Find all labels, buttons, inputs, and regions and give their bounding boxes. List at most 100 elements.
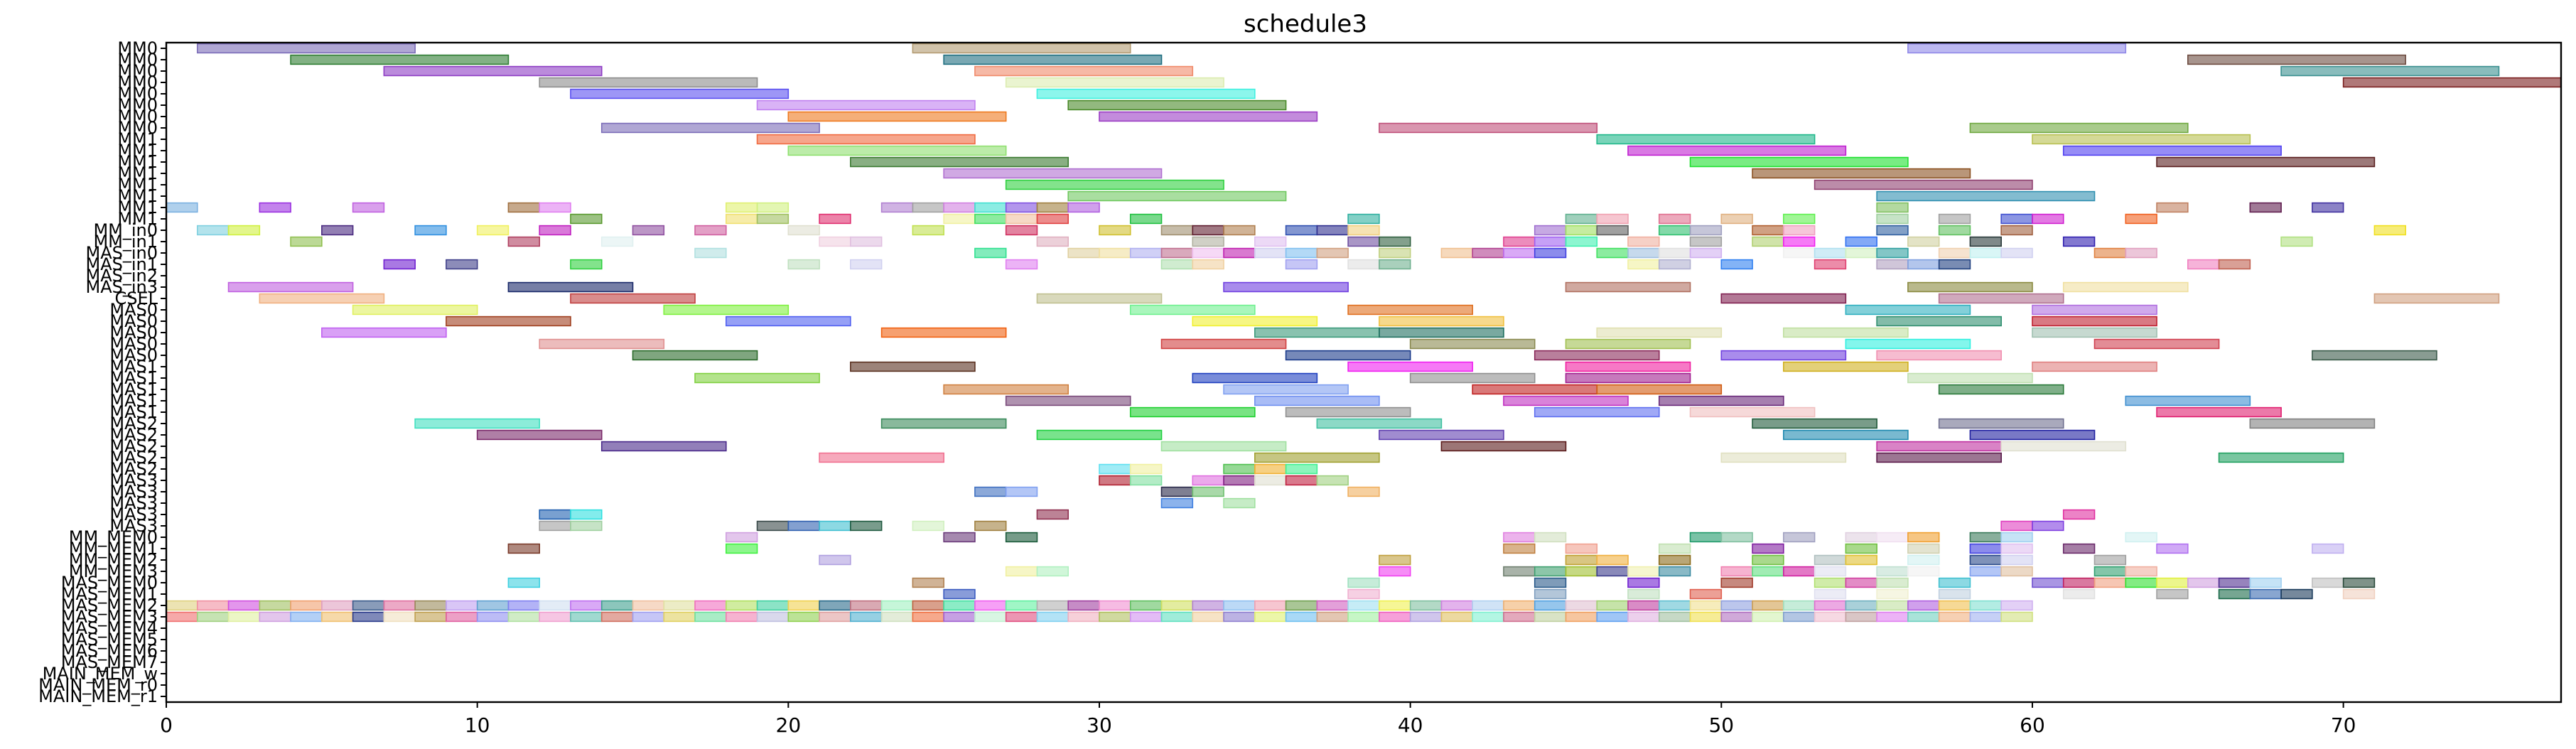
gantt-bar [2000,532,2033,543]
gantt-bar [2000,225,2033,236]
y-tick-label: MAS1 [109,357,158,377]
gantt-bar [725,611,758,623]
gantt-bar [414,611,447,623]
gantt-bar [1596,611,1629,623]
gantt-bar [1783,429,1909,441]
gantt-bar [1347,361,1473,372]
gantt-bar [1596,225,1629,236]
gantt-bar [1565,611,1598,623]
gantt-bar [943,611,976,623]
gantt-bar [1720,350,1847,361]
gantt-bar [600,236,634,247]
gantt-bar [756,520,789,532]
gantt-bar [1503,236,1536,247]
gantt-bar [1565,225,1598,236]
gantt-bar [850,600,883,611]
y-tick-label: MM0 [117,107,158,126]
gantt-bar [1658,247,1691,259]
gantt-bar [1565,338,1691,350]
gantt-bar [321,611,354,623]
gantt-bar [259,202,291,213]
gantt-bar [1752,566,1784,577]
gantt-bar [1254,611,1287,623]
y-axis: MM0MM0MM0MM0MM0MM0MM0MM0MM1MM1MM1MM1MM1M… [38,38,166,706]
gantt-bar [2125,532,2157,543]
gantt-bar [2218,588,2251,600]
gantt-bar [1658,600,1691,611]
gantt-bar [1036,88,1256,99]
gantt-bar [819,520,851,532]
gantt-bar [1160,338,1287,350]
gantt-bar [1192,600,1224,611]
gantt-bar [2156,577,2189,588]
gantt-bar [787,145,1007,156]
gantt-bar [1720,577,1753,588]
gantt-bar [2218,452,2344,463]
gantt-bar [912,611,944,623]
gantt-bar [1192,611,1224,623]
gantt-bar [290,236,323,247]
gantt-bar [1099,111,1318,122]
gantt-bar [1379,566,1411,577]
gantt-bar [1503,566,1536,577]
gantt-bar [1472,247,1504,259]
gantt-bar [787,259,820,270]
gantt-bar [912,43,1131,54]
gantt-bar [1534,225,1567,236]
gantt-bar [2249,588,2282,600]
gantt-bar [1192,372,1318,384]
gantt-bar [1814,259,1847,270]
gantt-bar [943,168,1163,179]
gantt-bar [1969,122,2189,134]
gantt-bar [974,213,1007,225]
gantt-bar [2280,65,2500,77]
gantt-bar [1596,554,1629,566]
gantt-bar [1036,202,1069,213]
gantt-bar [600,122,820,134]
x-tick-label: 0 [160,713,173,737]
gantt-bar [1689,600,1723,611]
gantt-bar [1720,566,1753,577]
gantt-bar [600,600,634,611]
gantt-bar [600,441,727,452]
gantt-bar [2000,566,2033,577]
x-axis: 0 10 20 30 40 50 60 70 [160,702,2356,737]
gantt-bar [1876,588,1909,600]
gantt-bar [2280,236,2313,247]
gantt-bar [1565,213,1598,225]
gantt-bar [1876,190,2096,202]
gantt-bar [725,202,758,213]
gantt-bar [912,600,944,611]
gantt-bar [1036,509,1069,520]
gantt-bar [1907,532,1940,543]
gantt-bar [880,600,914,611]
gantt-bar [694,247,727,259]
gantt-bar [1658,554,1691,566]
y-tick-label: MAS_MEM5 [61,630,158,650]
y-tick-label: MAS3 [109,470,158,490]
gantt-bar [756,134,976,145]
y-tick-label: MM_in1 [93,232,158,252]
gantt-bar [2312,577,2344,588]
gantt-bar [1845,532,1877,543]
y-tick-label: MAS_MEM7 [61,652,158,672]
gantt-bar [1845,611,1877,623]
y-tick-label: MAIN_MEM_r0 [38,675,158,695]
gantt-bar [1534,566,1567,577]
gantt-bar [1720,532,1753,543]
gantt-bar [1938,259,1971,270]
gantt-bar [943,202,976,213]
gantt-bar [1347,486,1380,497]
gantt-bar [1752,225,1784,236]
gantt-bar [632,611,665,623]
gantt-bar [2093,554,2127,566]
y-tick-label: MAS1 [109,379,158,399]
gantt-bar [819,236,851,247]
gantt-bar [1627,259,1660,270]
gantt-bar [1938,225,1971,236]
gantt-bar [166,600,198,611]
gantt-bar [1347,600,1380,611]
gantt-bar [725,316,851,327]
gantt-bar [1565,554,1598,566]
